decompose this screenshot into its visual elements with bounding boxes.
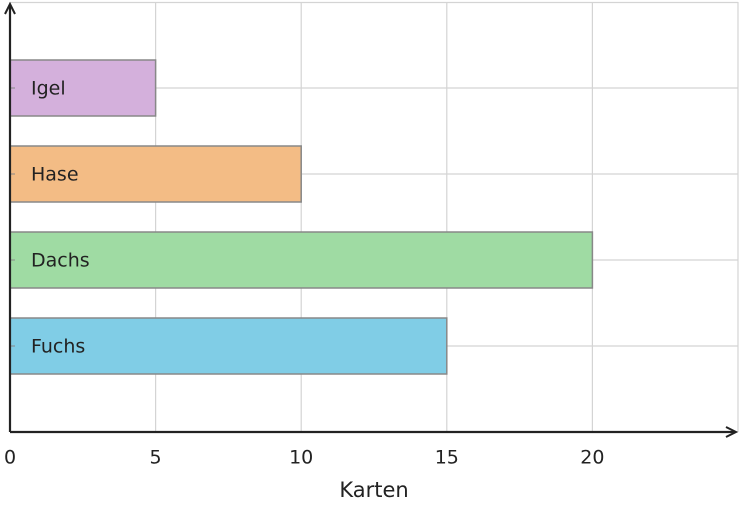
x-axis-arrow [725,426,739,438]
x-axis-label: Karten [339,478,408,502]
bar [9,59,157,117]
bar-label: Hase [31,164,79,186]
plot-area: Fuchs Dachs Hase Igel [9,2,738,432]
bar [9,317,448,375]
x-tick-label: 10 [289,447,313,469]
bar [9,231,594,289]
bar [9,145,302,203]
bar-label: Fuchs [31,336,85,358]
x-tick-label: 5 [150,447,162,469]
x-tick-label: 15 [435,447,459,469]
bar-label: Dachs [31,250,90,272]
bar-label: Igel [31,78,66,100]
y-axis-arrow [4,1,16,15]
x-tick-label: 20 [580,447,604,469]
x-tick-label: 0 [4,447,16,469]
